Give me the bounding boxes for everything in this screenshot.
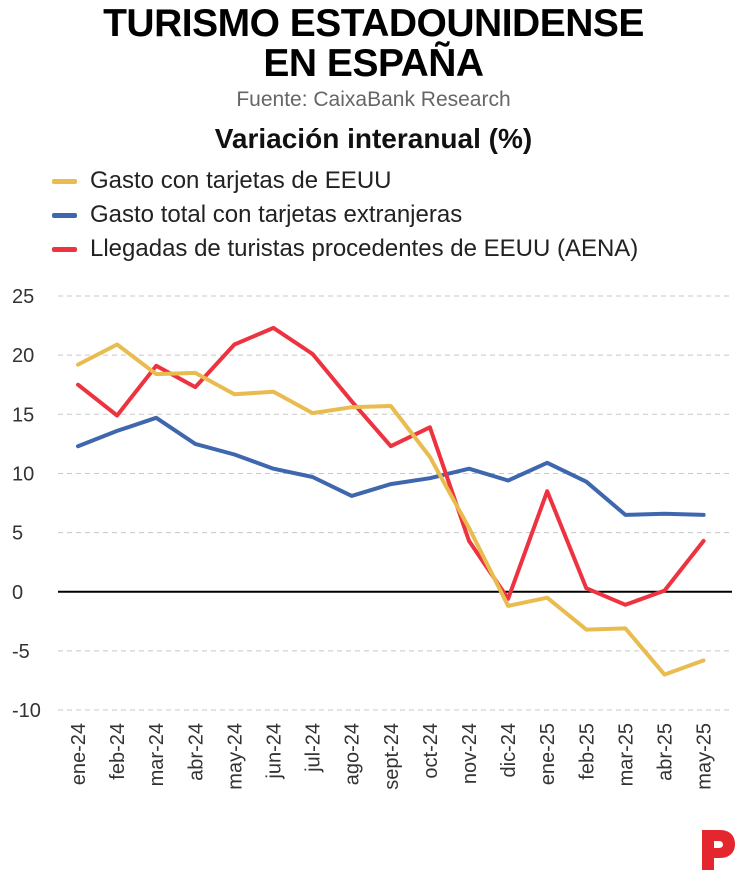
- y-tick-label: 20: [12, 345, 34, 367]
- series-line-0: [76, 342, 706, 677]
- y-tick-label: 25: [12, 286, 34, 308]
- x-tick-label: ene-24: [68, 723, 90, 785]
- legend: Gasto con tarjetas de EEUU Gasto total c…: [52, 164, 638, 266]
- y-tick-label: 0: [12, 582, 23, 604]
- x-tick-label: abr-24: [185, 723, 207, 781]
- legend-swatch-gasto-eeuu: [52, 178, 77, 184]
- x-tick-label: dic-24: [498, 723, 520, 777]
- x-tick-label: ene-25: [537, 723, 559, 785]
- y-tick-label: -5: [12, 641, 30, 663]
- legend-label-gasto-total: Gasto total con tarjetas extranjeras: [90, 201, 463, 228]
- series-line-1: [76, 415, 706, 517]
- x-tick-label: abr-25: [655, 723, 677, 781]
- legend-item-gasto-total: Gasto total con tarjetas extranjeras: [52, 198, 638, 232]
- x-tick-label: may-24: [224, 723, 246, 790]
- chart-subtitle: Variación interanual (%): [214, 123, 533, 154]
- y-tick-label: -10: [12, 700, 41, 722]
- y-tick-label: 15: [12, 404, 34, 426]
- y-tick-label: 10: [12, 463, 34, 485]
- x-tick-label: mar-25: [615, 723, 637, 786]
- y-tick-label: 5: [12, 523, 23, 545]
- series-line-2: [76, 325, 706, 607]
- x-tick-label: may-25: [694, 723, 716, 790]
- x-tick-label: nov-24: [459, 723, 481, 784]
- legend-item-gasto-eeuu: Gasto con tarjetas de EEUU: [52, 164, 638, 198]
- legend-item-llegadas: Llegadas de turistas procedentes de EEUU…: [52, 232, 638, 266]
- p-logo-icon: [702, 830, 735, 870]
- x-tick-label: feb-24: [107, 723, 129, 780]
- x-tick-label: sept-24: [381, 723, 403, 790]
- x-tick-label: jun-24: [264, 723, 286, 780]
- x-tick-label: jul-24: [303, 723, 325, 773]
- legend-label-gasto-eeuu: Gasto con tarjetas de EEUU: [90, 167, 392, 194]
- legend-label-llegadas: Llegadas de turistas procedentes de EEUU…: [90, 235, 639, 262]
- x-tick-label: mar-24: [146, 723, 168, 786]
- legend-swatch-gasto-total: [52, 212, 77, 218]
- source-note: Fuente: CaixaBank Research: [236, 88, 511, 111]
- legend-swatch-llegadas: [52, 246, 77, 252]
- x-tick-label: ago-24: [342, 723, 364, 785]
- chart-title-line-2: EN ESPAÑA: [263, 42, 484, 85]
- x-tick-label: oct-24: [420, 723, 442, 779]
- x-tick-label: feb-25: [576, 723, 598, 780]
- chart-title-line-1: TURISMO ESTADOUNIDENSE: [103, 2, 644, 45]
